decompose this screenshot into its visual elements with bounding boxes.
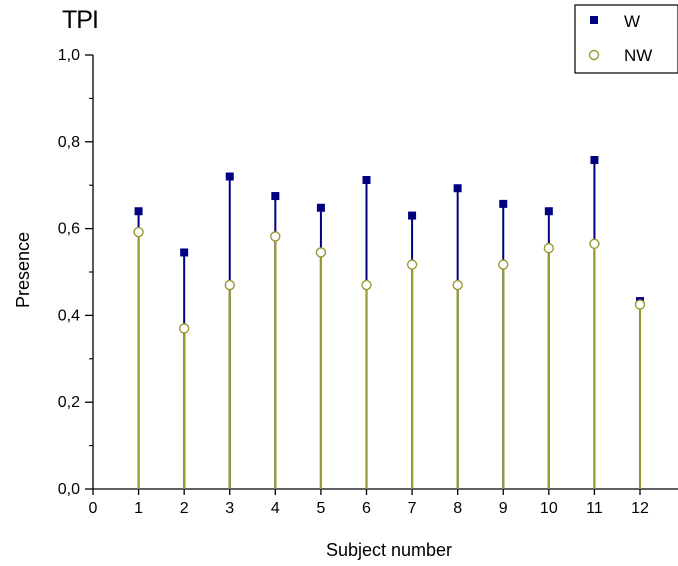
markers	[133, 156, 646, 334]
x-tick-label: 5	[316, 500, 325, 517]
marker-nw	[498, 259, 509, 270]
x-tick-label: 6	[362, 500, 371, 517]
x-tick-label: 8	[453, 500, 462, 517]
marker-w	[271, 192, 280, 201]
x-tick-label: 12	[631, 500, 649, 517]
y-tick-label: 0,2	[58, 394, 80, 411]
y-axis-label: Presence	[13, 232, 33, 308]
x-tick-label: 9	[499, 500, 508, 517]
marker-w	[453, 184, 462, 193]
marker-nw	[224, 279, 235, 291]
legend-marker-w	[590, 16, 598, 24]
axes: 0 1 2 3 4 5 6 7 8 9 10 11 120,00,20,40,60,81,0	[58, 47, 678, 517]
legend-marker-nw	[588, 49, 600, 61]
y-tick-label: 0,6	[58, 221, 80, 238]
marker-w	[544, 207, 553, 216]
marker-w	[225, 172, 234, 181]
marker-w	[590, 156, 599, 165]
marker-nw	[178, 323, 190, 334]
x-tick-label: 11	[586, 500, 603, 517]
y-tick-label: 0,0	[58, 481, 80, 498]
stems	[137, 160, 642, 489]
marker-nw	[315, 247, 327, 258]
x-tick-label: 2	[180, 500, 189, 517]
x-tick-label: 1	[134, 500, 143, 517]
x-tick-label: 3	[225, 500, 234, 517]
x-tick-label: 0	[89, 500, 98, 517]
legend-label-nw: NW	[624, 46, 652, 65]
marker-nw	[452, 279, 463, 291]
marker-w	[499, 199, 508, 208]
y-tick-label: 1,0	[58, 47, 80, 64]
marker-nw	[133, 226, 144, 238]
marker-nw	[361, 279, 372, 291]
marker-w	[180, 248, 189, 257]
marker-w	[408, 211, 417, 220]
legend: W NW	[574, 4, 678, 74]
y-tick-label: 0,4	[58, 307, 80, 324]
marker-w	[316, 203, 325, 212]
marker-w	[134, 207, 143, 216]
y-tick-label: 0,8	[58, 134, 80, 151]
marker-nw	[406, 259, 418, 270]
x-tick-label: 7	[408, 500, 417, 517]
marker-nw	[634, 299, 646, 310]
marker-nw	[270, 231, 281, 242]
marker-nw	[589, 238, 600, 249]
x-axis-label: Subject number	[326, 540, 452, 560]
marker-nw	[543, 242, 555, 254]
x-tick-label: 10	[540, 500, 558, 517]
x-tick-label: 4	[271, 500, 280, 517]
legend-label-w: W	[624, 12, 640, 31]
marker-w	[362, 175, 371, 184]
chart-title: TPI	[62, 6, 98, 34]
